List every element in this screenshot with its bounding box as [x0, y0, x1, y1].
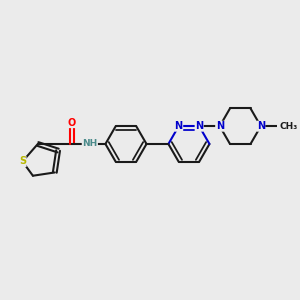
Text: N: N — [175, 121, 183, 131]
Text: S: S — [19, 157, 26, 166]
Text: NH: NH — [82, 140, 98, 148]
Text: N: N — [216, 121, 224, 131]
Text: CH₃: CH₃ — [279, 122, 298, 131]
Text: N: N — [257, 121, 265, 131]
Text: N: N — [195, 121, 203, 131]
Text: O: O — [68, 118, 76, 128]
